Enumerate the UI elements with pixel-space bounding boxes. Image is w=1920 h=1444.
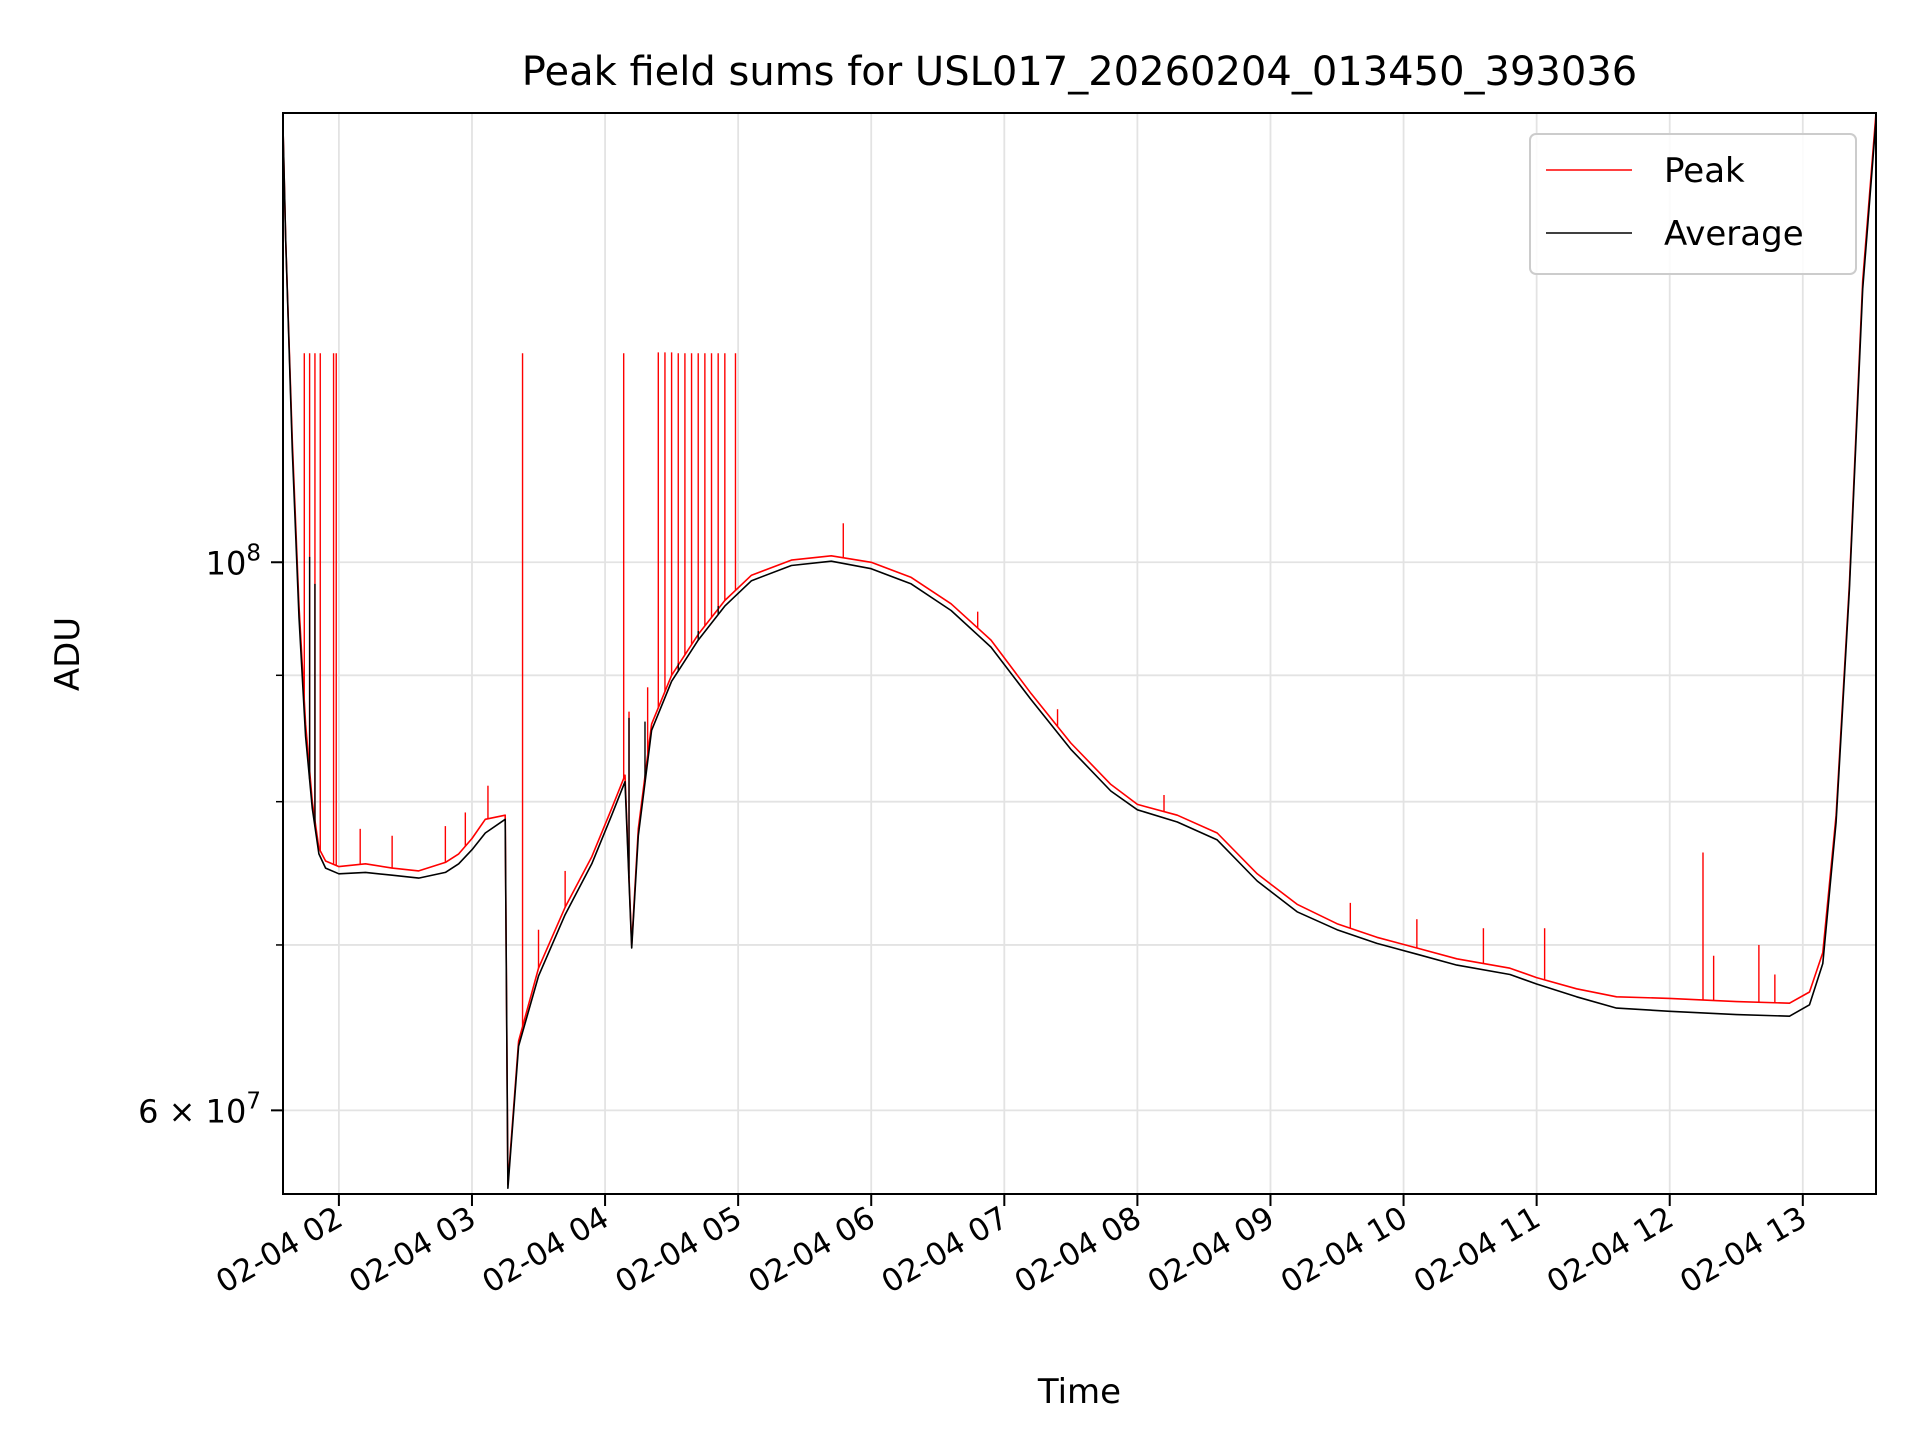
series-line-peak [283, 113, 1876, 1186]
y-tick-label: 6 × 107 [138, 1088, 261, 1130]
legend-average-label: Average [1664, 214, 1804, 254]
series-layer [283, 113, 1876, 1189]
y-axis-label: ADU [48, 617, 88, 691]
series-line-average [283, 120, 1876, 1189]
legend-peak-label: Peak [1664, 151, 1745, 191]
y-tick-label: 108 [206, 540, 261, 582]
x-axis-label: Time [1037, 1372, 1121, 1412]
legend: Peak Average [1529, 133, 1857, 275]
grid [283, 113, 1876, 1194]
chart-title: Peak field sums for USL017_20260204_0134… [522, 49, 1637, 95]
plot-frame [282, 112, 1877, 1195]
legend-box [1529, 133, 1857, 275]
